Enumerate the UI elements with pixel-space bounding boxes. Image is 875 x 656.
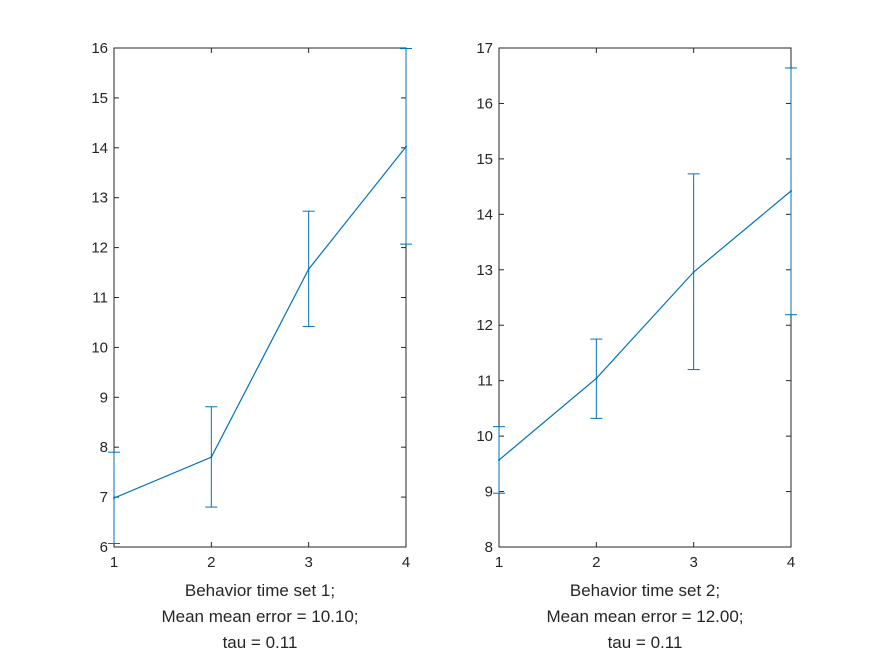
y-tick-label: 6 bbox=[100, 539, 108, 556]
y-tick-label: 14 bbox=[476, 206, 493, 223]
y-tick-label: 17 bbox=[476, 40, 493, 57]
x-axis-label-line: Mean mean error = 12.00; bbox=[546, 607, 743, 626]
y-tick-label: 13 bbox=[91, 190, 108, 207]
y-tick-label: 11 bbox=[477, 373, 493, 390]
y-tick-label: 15 bbox=[91, 90, 108, 107]
x-tick-label: 3 bbox=[689, 554, 697, 571]
series-line bbox=[498, 190, 792, 461]
y-tick-label: 16 bbox=[476, 95, 493, 112]
x-tick-label: 1 bbox=[110, 554, 118, 571]
y-tick-label: 8 bbox=[100, 439, 108, 456]
y-tick-label: 8 bbox=[485, 539, 493, 556]
data-point bbox=[307, 268, 310, 271]
y-tick-label: 7 bbox=[100, 489, 108, 506]
series-line bbox=[113, 146, 407, 499]
y-tick-label: 12 bbox=[476, 317, 493, 334]
y-tick-label: 15 bbox=[476, 151, 493, 168]
x-tick-label: 4 bbox=[402, 554, 410, 571]
data-point bbox=[692, 270, 695, 273]
x-axis-label-line: Behavior time set 2; bbox=[570, 581, 720, 600]
x-tick-label: 1 bbox=[495, 554, 503, 571]
y-tick-label: 16 bbox=[91, 40, 108, 57]
data-point bbox=[498, 458, 500, 461]
y-tick-label: 9 bbox=[485, 484, 493, 501]
data-point bbox=[113, 497, 115, 500]
axes-box bbox=[498, 47, 792, 548]
y-tick-label: 12 bbox=[91, 240, 108, 257]
data-point bbox=[405, 145, 407, 148]
x-tick-label: 4 bbox=[787, 554, 795, 571]
data-point bbox=[790, 190, 792, 193]
y-tick-label: 11 bbox=[92, 290, 108, 307]
x-axis-label-line: tau = 0.11 bbox=[223, 633, 298, 652]
y-tick-label: 13 bbox=[476, 262, 493, 279]
y-tick-label: 10 bbox=[91, 339, 108, 356]
x-axis-label-line: tau = 0.11 bbox=[608, 633, 683, 652]
y-tick-label: 9 bbox=[100, 389, 108, 406]
axes-box bbox=[113, 47, 407, 548]
y-tick-label: 14 bbox=[91, 140, 108, 157]
x-axis-label-line: Mean mean error = 10.10; bbox=[161, 607, 358, 626]
x-axis-label-line: Behavior time set 1; bbox=[185, 581, 335, 600]
data-point bbox=[210, 456, 213, 459]
x-tick-label: 3 bbox=[304, 554, 312, 571]
x-tick-label: 2 bbox=[592, 554, 600, 571]
x-tick-label: 2 bbox=[207, 554, 215, 571]
y-tick-label: 10 bbox=[476, 428, 493, 445]
data-point bbox=[595, 377, 598, 380]
